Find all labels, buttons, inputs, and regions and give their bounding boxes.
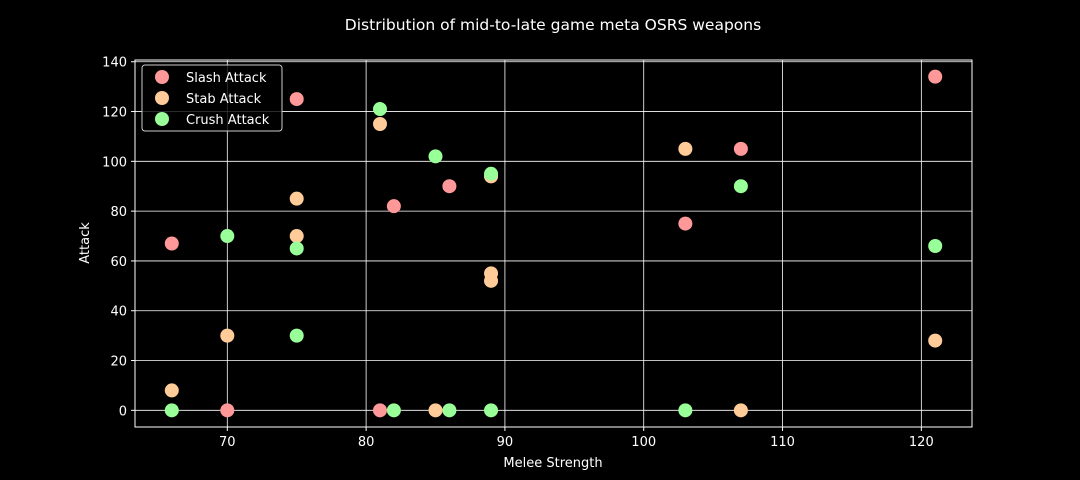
- x-tick-label: 90: [497, 435, 514, 450]
- y-tick-label: 100: [102, 155, 127, 170]
- y-tick-label: 60: [110, 255, 127, 270]
- data-point-crush-attack: [428, 149, 443, 164]
- data-point-slash-attack: [386, 199, 401, 214]
- y-tick-label: 40: [110, 305, 127, 320]
- data-point-crush-attack: [220, 229, 235, 244]
- y-tick-label: 120: [102, 106, 127, 121]
- data-point-stab-attack: [289, 191, 304, 206]
- x-tick-label: 80: [358, 435, 375, 450]
- x-tick-label: 120: [909, 435, 934, 450]
- data-point-crush-attack: [733, 179, 748, 194]
- data-point-slash-attack: [164, 236, 179, 251]
- data-point-stab-attack: [678, 141, 693, 156]
- data-points: [164, 69, 943, 418]
- data-point-slash-attack: [372, 403, 387, 418]
- data-point-crush-attack: [484, 166, 499, 181]
- x-tick-label: 70: [219, 435, 236, 450]
- y-axis-label: Attack: [78, 222, 93, 264]
- x-tick-label: 110: [770, 435, 795, 450]
- y-tick-label: 20: [110, 355, 127, 370]
- y-tick-label: 0: [119, 404, 127, 419]
- legend-label: Slash Attack: [186, 71, 267, 86]
- data-point-crush-attack: [372, 102, 387, 117]
- data-point-stab-attack: [289, 229, 304, 244]
- data-point-crush-attack: [289, 328, 304, 343]
- legend-label: Stab Attack: [186, 92, 262, 107]
- data-point-stab-attack: [484, 273, 499, 288]
- data-point-crush-attack: [386, 403, 401, 418]
- legend-marker: [155, 91, 169, 105]
- data-point-crush-attack: [928, 238, 943, 253]
- data-point-stab-attack: [164, 383, 179, 398]
- data-point-crush-attack: [678, 403, 693, 418]
- y-tick-label: 80: [110, 205, 127, 220]
- legend-marker: [155, 112, 169, 126]
- data-point-slash-attack: [289, 92, 304, 107]
- data-point-slash-attack: [928, 69, 943, 84]
- x-tick-label: 100: [631, 435, 656, 450]
- x-axis-label: Melee Strength: [503, 456, 602, 471]
- data-point-stab-attack: [220, 328, 235, 343]
- data-point-slash-attack: [678, 216, 693, 231]
- legend-label: Crush Attack: [186, 113, 270, 128]
- data-point-crush-attack: [484, 403, 499, 418]
- data-point-stab-attack: [428, 403, 443, 418]
- data-point-slash-attack: [220, 403, 235, 418]
- axis-ticks: 70 80 90 100 110 120 0 20 40 60 80 100 120 140: [102, 56, 934, 450]
- grid-lines: [135, 60, 972, 427]
- legend-box: [141, 64, 283, 132]
- data-point-stab-attack: [733, 403, 748, 418]
- data-point-stab-attack: [928, 333, 943, 348]
- data-point-crush-attack: [442, 403, 457, 418]
- legend: Slash Attack Stab Attack Crush Attack: [141, 64, 283, 132]
- data-point-stab-attack: [372, 116, 387, 131]
- data-point-slash-attack: [442, 179, 457, 194]
- data-point-slash-attack: [733, 141, 748, 156]
- y-tick-label: 140: [102, 56, 127, 71]
- plot-frame: [134, 59, 973, 428]
- data-point-crush-attack: [164, 403, 179, 418]
- chart-title: Distribution of mid-to-late game meta OS…: [345, 16, 761, 34]
- legend-marker: [155, 70, 169, 84]
- data-point-crush-attack: [289, 241, 304, 256]
